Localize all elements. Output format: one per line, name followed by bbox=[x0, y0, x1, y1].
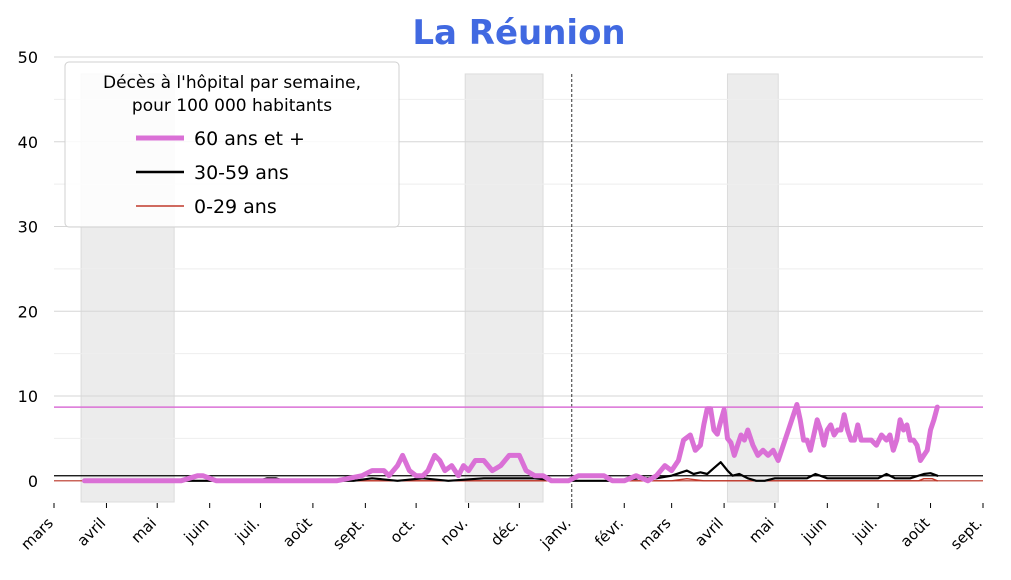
x-axis-ticks: mars avril mai juin juil. août sept. oct. nov. dé… bbox=[17, 503, 986, 554]
x-tick-label: mars bbox=[17, 514, 57, 554]
series-lines bbox=[82, 402, 940, 484]
x-tick-label: sept. bbox=[947, 514, 986, 553]
x-tick-label: déc. bbox=[487, 514, 522, 549]
shaded-period-2 bbox=[726, 73, 779, 503]
x-tick-label: sept. bbox=[329, 514, 368, 553]
y-tick-label: 0 bbox=[28, 472, 38, 491]
chart-title: La Réunion bbox=[412, 13, 625, 53]
legend-box bbox=[64, 61, 400, 228]
series-line-1 bbox=[83, 461, 939, 482]
legend-title-line-2: pour 100 000 habitants bbox=[132, 96, 332, 116]
x-tick-label: avril bbox=[691, 514, 727, 550]
legend-label-0-29: 0-29 ans bbox=[194, 196, 277, 218]
y-axis-ticks: 0 10 20 30 40 50 bbox=[18, 48, 38, 491]
x-tick-label: oct. bbox=[386, 514, 419, 547]
x-tick-label: juin bbox=[797, 514, 830, 547]
series-line-0 bbox=[82, 402, 940, 484]
y-tick-label: 20 bbox=[18, 302, 38, 321]
legend-title-line-1: Décès à l'hôpital par semaine, bbox=[103, 73, 361, 93]
x-tick-label: mai bbox=[128, 514, 161, 547]
x-tick-label: juil. bbox=[231, 514, 263, 546]
y-tick-label: 30 bbox=[18, 218, 38, 237]
legend-label-60-plus: 60 ans et + bbox=[194, 128, 305, 150]
x-tick-label: août bbox=[279, 514, 316, 551]
x-tick-label: janv. bbox=[536, 514, 574, 552]
x-tick-label: mars bbox=[635, 514, 675, 554]
y-tick-label: 50 bbox=[18, 48, 38, 67]
legend: Décès à l'hôpital par semaine, pour 100 … bbox=[64, 61, 400, 228]
y-tick-label: 10 bbox=[18, 387, 38, 406]
x-tick-label: févr. bbox=[591, 514, 627, 550]
x-tick-label: mai bbox=[745, 514, 778, 547]
shaded-period-1 bbox=[464, 73, 544, 503]
series-line-2 bbox=[83, 478, 938, 482]
x-tick-label: juin bbox=[180, 514, 213, 547]
y-tick-label: 40 bbox=[18, 133, 38, 152]
x-tick-label: juil. bbox=[849, 514, 881, 546]
legend-label-30-59: 30-59 ans bbox=[194, 162, 289, 184]
x-tick-label: avril bbox=[74, 514, 110, 550]
x-tick-label: nov. bbox=[437, 514, 472, 549]
x-tick-label: août bbox=[897, 514, 934, 551]
